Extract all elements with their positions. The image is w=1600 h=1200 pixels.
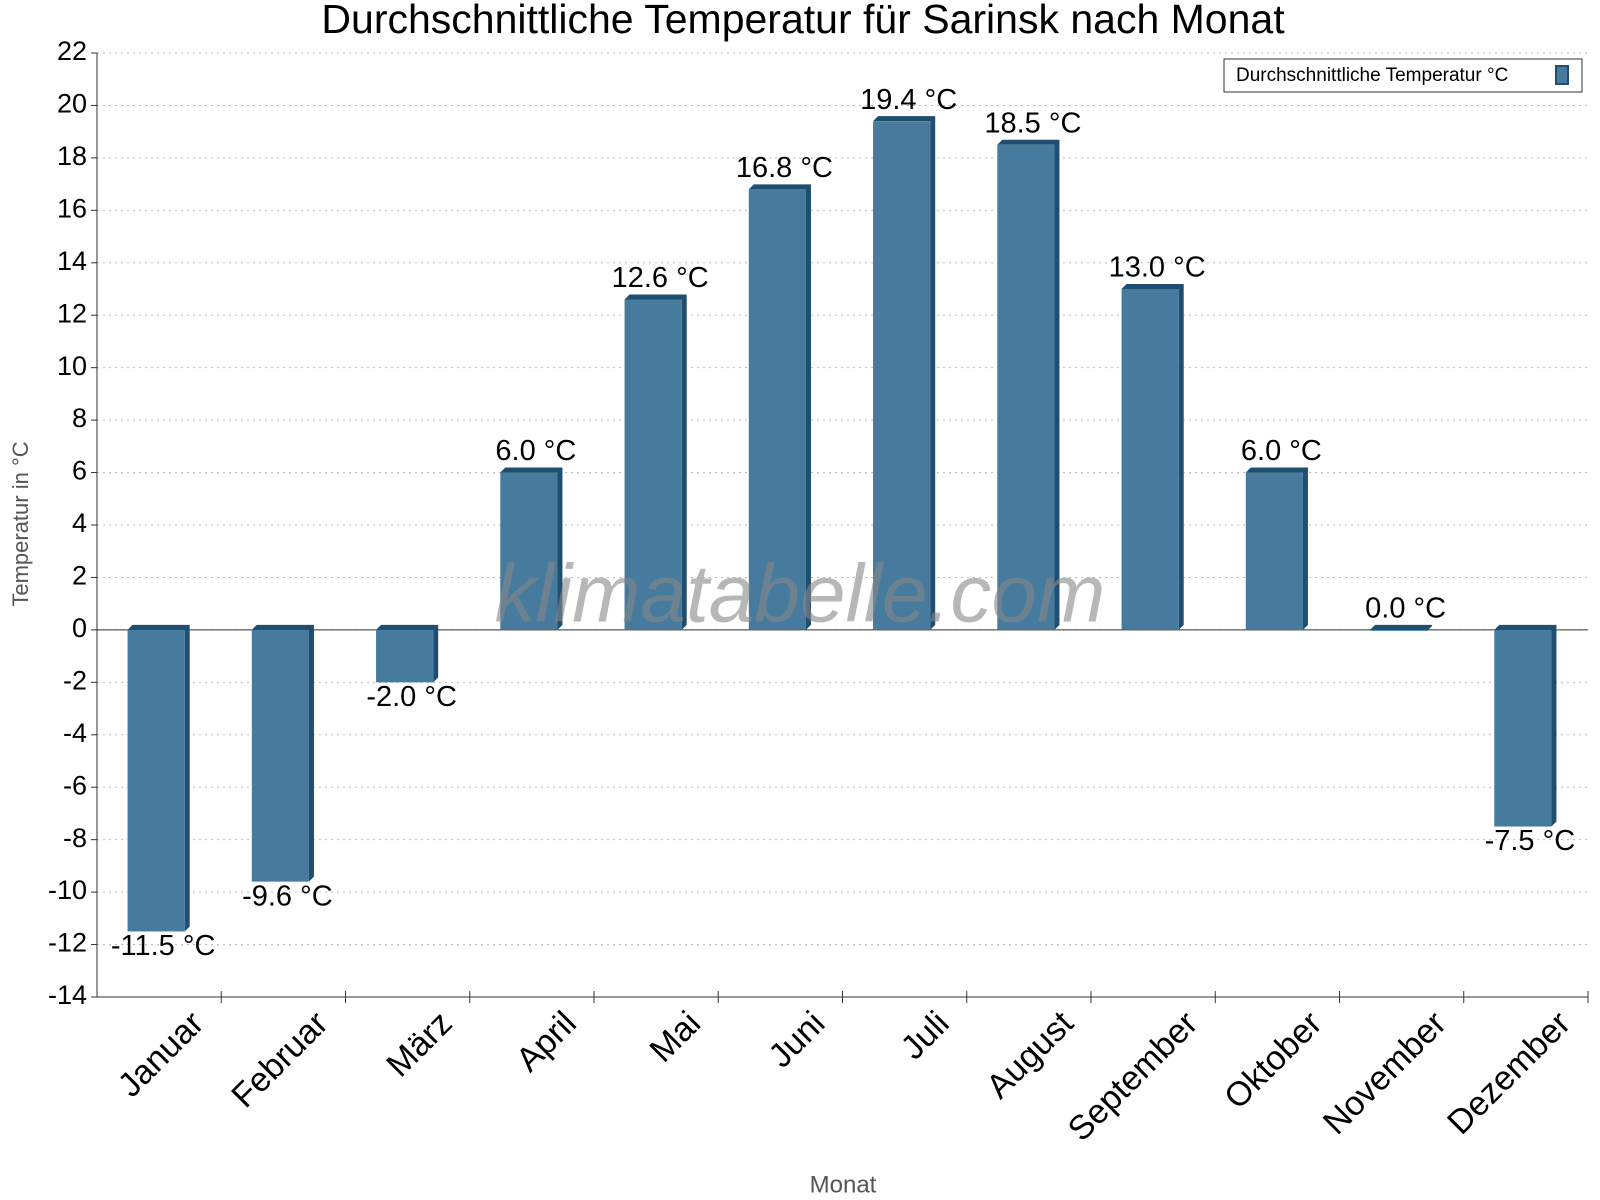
y-tick-label: -14 — [48, 980, 87, 1010]
value-label: 0.0 °C — [1365, 593, 1446, 625]
x-axis-label: Monat — [810, 1171, 877, 1198]
bar — [748, 189, 806, 630]
bar — [624, 299, 682, 630]
bar — [997, 144, 1055, 630]
bar — [1494, 629, 1552, 827]
bar-side — [1370, 624, 1433, 631]
value-label: 12.6 °C — [612, 262, 709, 294]
y-tick-label: 18 — [57, 141, 87, 171]
y-tick-label: 6 — [72, 456, 87, 486]
y-tick-label: 16 — [57, 193, 87, 223]
bar — [1245, 472, 1303, 630]
value-label: 19.4 °C — [860, 84, 957, 116]
value-label: 13.0 °C — [1109, 252, 1206, 284]
y-tick-label: 0 — [72, 613, 87, 643]
value-label: 6.0 °C — [1241, 435, 1322, 467]
y-tick-label: -10 — [48, 875, 87, 905]
value-label: -2.0 °C — [366, 681, 457, 713]
y-tick-label: 22 — [57, 36, 87, 66]
y-tick-label: -6 — [63, 770, 87, 800]
y-tick-label: -12 — [48, 928, 87, 958]
bar — [376, 629, 434, 683]
legend-swatch — [1555, 65, 1569, 85]
value-label: -7.5 °C — [1485, 825, 1576, 857]
bar — [1121, 289, 1179, 630]
y-tick-label: -8 — [63, 823, 87, 853]
y-tick-label: 20 — [57, 89, 87, 119]
y-tick-label: 12 — [57, 298, 87, 328]
bar — [1370, 629, 1428, 631]
y-tick-label: -4 — [63, 718, 87, 748]
legend-label: Durchschnittliche Temperatur °C — [1236, 65, 1508, 86]
watermark: klimatabelle.com — [495, 549, 1106, 640]
value-label: -9.6 °C — [242, 880, 333, 912]
bar — [500, 472, 558, 630]
y-tick-label: 4 — [72, 508, 87, 538]
y-tick-label: 10 — [57, 351, 87, 381]
value-label: 6.0 °C — [495, 435, 576, 467]
bar — [251, 629, 309, 882]
bar — [127, 629, 185, 932]
value-label: 16.8 °C — [736, 152, 833, 184]
legend-box — [1223, 58, 1583, 93]
chart-title: Durchschnittliche Temperatur für Sarinsk… — [321, 0, 1285, 42]
bar — [873, 121, 931, 630]
y-tick-label: -2 — [63, 665, 87, 695]
y-tick-label: 14 — [57, 246, 87, 276]
value-label: -11.5 °C — [111, 930, 216, 962]
y-axis-label: Temperatur in °C — [8, 441, 33, 606]
y-tick-label: 2 — [72, 561, 87, 591]
value-label: 18.5 °C — [984, 107, 1081, 139]
y-tick-label: 8 — [72, 403, 87, 433]
